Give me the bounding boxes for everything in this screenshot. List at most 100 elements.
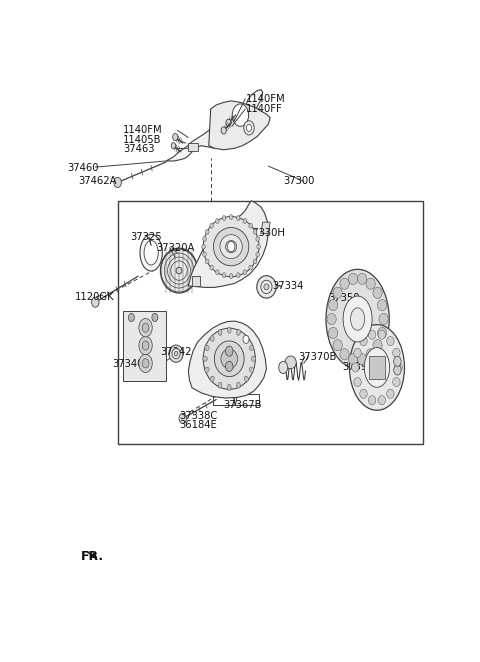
Circle shape [139, 336, 152, 355]
Ellipse shape [203, 328, 255, 389]
Ellipse shape [228, 384, 231, 391]
Polygon shape [261, 222, 270, 234]
Polygon shape [166, 89, 263, 161]
Ellipse shape [378, 396, 385, 405]
Ellipse shape [228, 327, 231, 333]
Ellipse shape [215, 341, 244, 377]
Text: 37340E: 37340E [112, 359, 150, 369]
Ellipse shape [218, 382, 222, 388]
Ellipse shape [333, 287, 342, 299]
Circle shape [226, 346, 233, 356]
Ellipse shape [358, 273, 367, 285]
Ellipse shape [369, 330, 376, 339]
Text: 37330H: 37330H [246, 228, 285, 238]
Ellipse shape [358, 354, 367, 365]
Ellipse shape [257, 244, 261, 249]
Circle shape [92, 297, 99, 307]
Text: 37342: 37342 [160, 347, 192, 357]
Text: 37390B: 37390B [343, 362, 381, 372]
Ellipse shape [205, 230, 209, 234]
Polygon shape [188, 321, 266, 398]
Text: 1140FF: 1140FF [246, 104, 283, 114]
Text: 1120GK: 1120GK [75, 291, 115, 302]
Text: 11405B: 11405B [123, 134, 162, 144]
Ellipse shape [203, 216, 259, 277]
Circle shape [226, 361, 233, 371]
Text: 1140FM: 1140FM [246, 94, 286, 104]
Ellipse shape [360, 389, 367, 399]
Ellipse shape [373, 340, 382, 351]
Circle shape [139, 354, 152, 373]
Ellipse shape [350, 308, 365, 330]
Text: 37460: 37460 [67, 163, 99, 173]
Ellipse shape [210, 336, 214, 342]
Ellipse shape [395, 363, 402, 372]
Bar [118, 201, 423, 444]
Ellipse shape [364, 348, 390, 387]
Ellipse shape [229, 214, 233, 220]
Ellipse shape [373, 287, 382, 299]
Polygon shape [188, 143, 198, 151]
Circle shape [394, 356, 401, 367]
Text: 37367B: 37367B [224, 400, 262, 410]
Text: 37462A: 37462A [79, 176, 117, 187]
Ellipse shape [202, 244, 205, 249]
Ellipse shape [387, 336, 394, 346]
Circle shape [221, 127, 226, 134]
Ellipse shape [250, 345, 254, 350]
Ellipse shape [326, 269, 389, 369]
Ellipse shape [205, 259, 209, 263]
Ellipse shape [222, 273, 226, 278]
Ellipse shape [352, 363, 359, 372]
Ellipse shape [169, 345, 183, 362]
Circle shape [142, 341, 149, 350]
Ellipse shape [237, 273, 240, 278]
Ellipse shape [366, 278, 375, 289]
Circle shape [139, 318, 152, 337]
Text: 37463: 37463 [123, 144, 155, 154]
Ellipse shape [210, 223, 214, 228]
Text: 37300: 37300 [283, 176, 314, 187]
Ellipse shape [328, 299, 338, 310]
Polygon shape [188, 201, 268, 287]
Ellipse shape [333, 340, 342, 351]
Text: 37325: 37325 [131, 232, 162, 242]
Ellipse shape [244, 376, 249, 382]
Circle shape [228, 242, 235, 252]
Ellipse shape [253, 230, 257, 234]
Ellipse shape [220, 234, 242, 259]
Ellipse shape [144, 240, 158, 265]
Ellipse shape [160, 248, 198, 293]
Ellipse shape [176, 267, 182, 274]
Ellipse shape [203, 237, 206, 241]
Polygon shape [209, 101, 270, 150]
Polygon shape [123, 311, 166, 381]
Ellipse shape [261, 280, 272, 293]
Ellipse shape [222, 216, 226, 220]
Ellipse shape [221, 349, 238, 369]
Ellipse shape [203, 252, 206, 257]
Circle shape [242, 353, 246, 359]
Ellipse shape [378, 330, 385, 339]
Circle shape [232, 104, 249, 126]
Ellipse shape [377, 299, 387, 310]
Ellipse shape [387, 389, 394, 399]
Ellipse shape [237, 330, 240, 336]
Ellipse shape [210, 265, 214, 270]
Ellipse shape [379, 313, 388, 324]
Ellipse shape [237, 216, 240, 220]
Ellipse shape [360, 336, 367, 346]
Ellipse shape [343, 296, 372, 342]
Circle shape [171, 142, 176, 149]
Circle shape [142, 323, 149, 332]
Circle shape [114, 177, 121, 187]
Ellipse shape [264, 284, 269, 290]
Circle shape [173, 134, 178, 140]
Text: 37320A: 37320A [156, 243, 195, 253]
Ellipse shape [285, 356, 296, 369]
Ellipse shape [256, 237, 260, 241]
Ellipse shape [348, 354, 358, 365]
Ellipse shape [253, 259, 257, 263]
Ellipse shape [218, 330, 222, 336]
FancyBboxPatch shape [369, 356, 385, 379]
